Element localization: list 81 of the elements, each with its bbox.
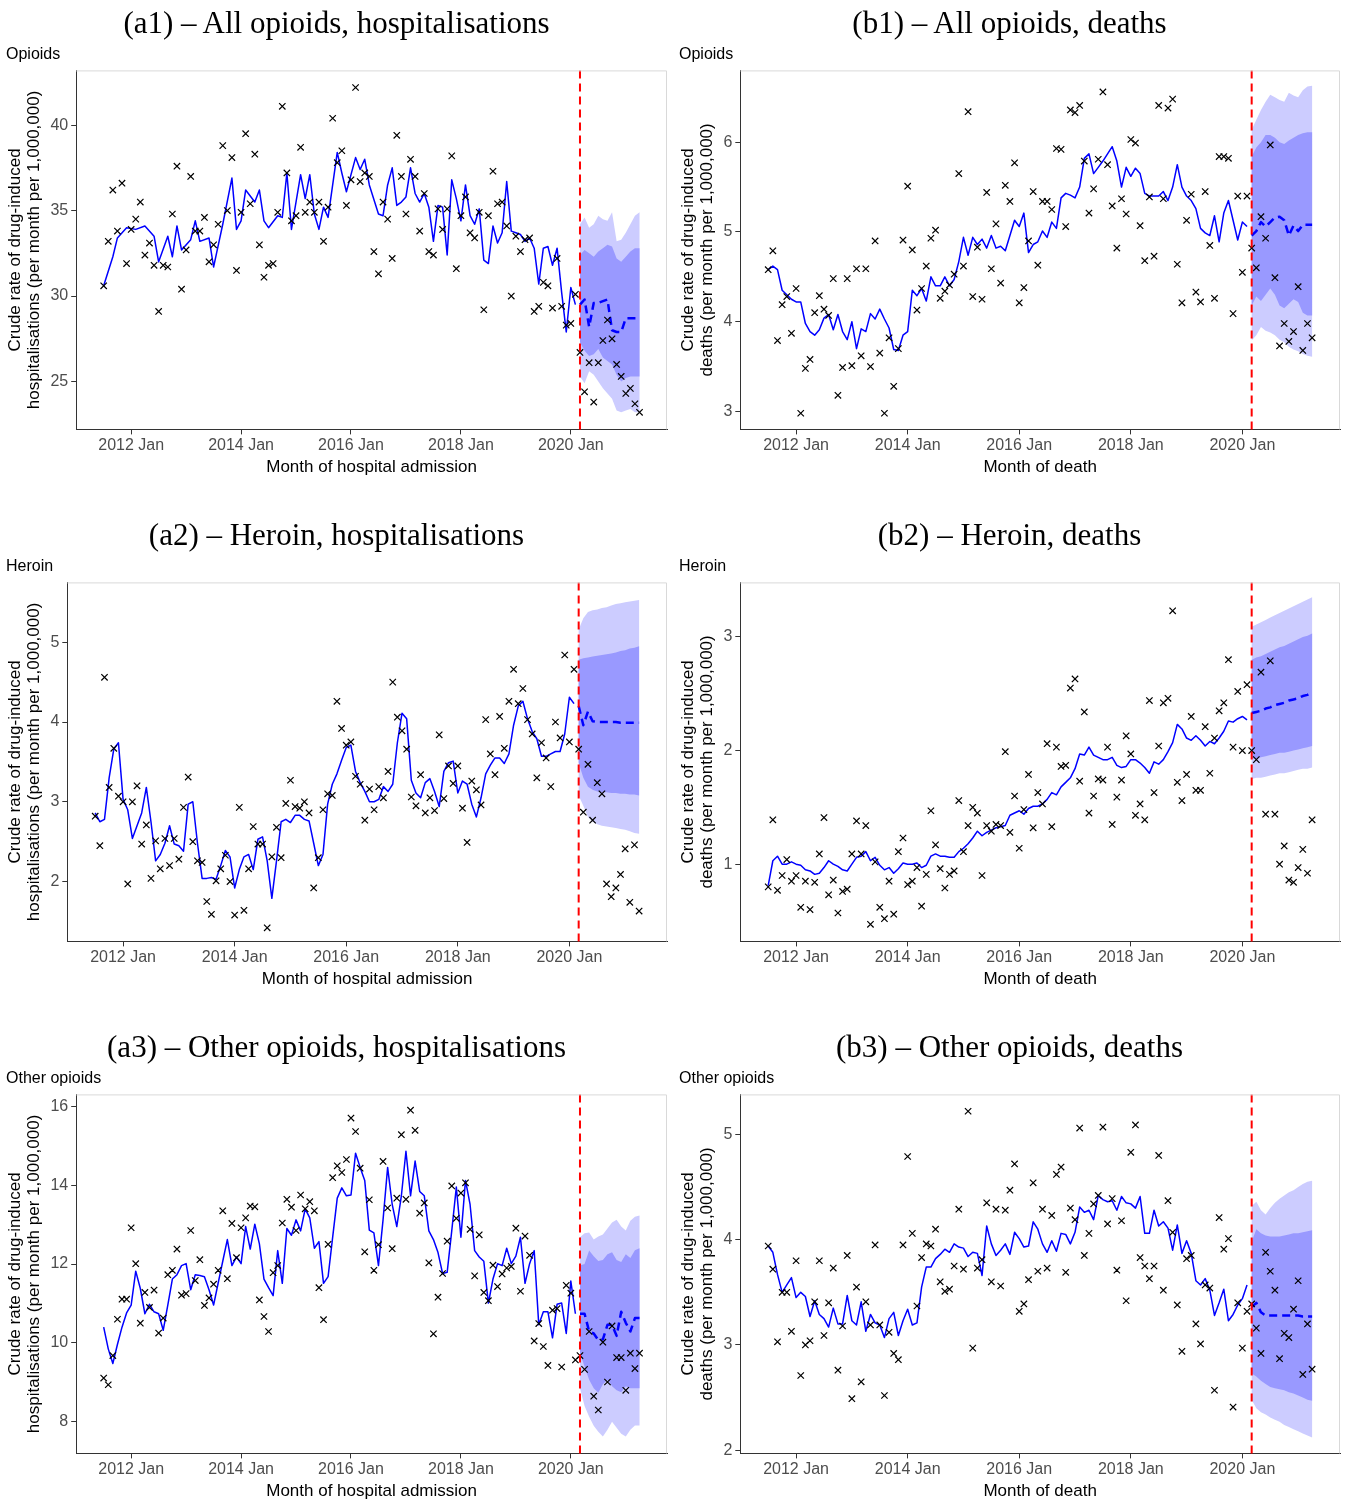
- x-tick-label: 2014 Jan: [208, 1460, 274, 1478]
- x-tick-label: 2014 Jan: [874, 436, 941, 454]
- y-tick-label: 25: [50, 371, 69, 389]
- x-tick-label: 2020 Jan: [536, 948, 603, 966]
- x-tick-label: 2018 Jan: [1097, 1460, 1164, 1478]
- y-axis-title: Crude rate of drug-induced hospitalisations (per month per 1,000,000): [5, 1114, 43, 1434]
- y-tick-label: 14: [50, 1175, 69, 1193]
- x-tick-label: 2020 Jan: [537, 1460, 604, 1478]
- x-tick-label: 2020 Jan: [1209, 1460, 1276, 1478]
- chart-title: (b1) – All opioids, deaths: [852, 4, 1167, 40]
- x-tick-label: 2014 Jan: [874, 1460, 941, 1478]
- chart-subtitle: Opioids: [6, 45, 61, 63]
- x-tick-label: 2018 Jan: [427, 436, 494, 454]
- x-tick-label: 2016 Jan: [318, 1460, 384, 1478]
- y-tick-label: 5: [723, 1124, 733, 1142]
- x-tick-label: 2020 Jan: [1209, 436, 1276, 454]
- x-tick-label: 2016 Jan: [313, 948, 380, 966]
- y-tick-label: 12: [50, 1254, 69, 1272]
- x-tick-label: 2018 Jan: [427, 1460, 494, 1478]
- x-axis-title: Month of death: [983, 457, 1097, 477]
- x-tick-label: 2018 Jan: [424, 948, 491, 966]
- chart-subtitle: Heroin: [679, 557, 727, 575]
- y-tick-label: 2: [723, 740, 733, 758]
- x-axis-title: Month of hospital admission: [266, 1481, 477, 1501]
- x-tick-label: 2020 Jan: [1209, 948, 1276, 966]
- y-tick-label: 3: [723, 627, 733, 645]
- y-tick-label: 30: [50, 286, 69, 304]
- x-tick-label: 2012 Jan: [763, 1460, 830, 1478]
- line-series: [1250, 215, 1314, 237]
- y-tick-label: 4: [723, 1230, 733, 1248]
- y-axis-title: Crude rate of drug-induced hospitalisations (per month per 1,000,000): [5, 602, 43, 922]
- y-tick-label: 6: [723, 132, 733, 150]
- x-tick-label: 2018 Jan: [1097, 436, 1164, 454]
- x-tick-label: 2012 Jan: [90, 948, 157, 966]
- y-tick-label: 10: [50, 1333, 69, 1351]
- x-axis-title: Month of death: [983, 969, 1097, 989]
- x-tick-label: 2020 Jan: [537, 436, 604, 454]
- y-tick-label: 3: [50, 792, 60, 810]
- y-tick-label: 40: [50, 115, 69, 133]
- chart-subtitle: Other opioids: [679, 1069, 775, 1087]
- y-tick-label: 1: [723, 854, 733, 872]
- y-tick-label: 2: [723, 1440, 733, 1458]
- y-tick-label: 35: [50, 200, 69, 218]
- x-tick-label: 2012 Jan: [98, 436, 165, 454]
- chart-title: (a1) – All opioids, hospitalisations: [123, 4, 550, 40]
- x-tick-label: 2016 Jan: [986, 948, 1053, 966]
- y-tick-label: 8: [59, 1412, 69, 1430]
- x-tick-label: 2012 Jan: [98, 1460, 165, 1478]
- y-tick-label: 4: [50, 712, 60, 730]
- y-tick-label: 4: [723, 312, 733, 330]
- y-tick-label: 5: [50, 632, 60, 650]
- line-series: [578, 1310, 641, 1342]
- x-axis-title: Month of hospital admission: [266, 457, 477, 477]
- x-tick-label: 2016 Jan: [986, 1460, 1053, 1478]
- chart-title: (b3) – Other opioids, deaths: [836, 1028, 1183, 1064]
- x-tick-label: 2014 Jan: [201, 948, 268, 966]
- x-tick-label: 2018 Jan: [1097, 948, 1164, 966]
- y-axis-title: Crude rate of drug-induced deaths (per month per 1,000,000): [678, 635, 716, 889]
- y-tick-label: 16: [50, 1096, 69, 1114]
- chart-subtitle: Opioids: [679, 45, 734, 63]
- x-tick-label: 2012 Jan: [763, 436, 830, 454]
- x-tick-label: 2012 Jan: [763, 948, 830, 966]
- y-tick-label: 3: [723, 1335, 733, 1353]
- y-axis-title: Crude rate of drug-induced deaths (per month per 1,000,000): [678, 123, 716, 377]
- y-axis-title: Crude rate of drug-induced hospitalisations (per month per 1,000,000): [5, 90, 43, 410]
- chart-title: (a2) – Heroin, hospitalisations: [148, 516, 525, 552]
- x-axis-title: Month of death: [983, 1481, 1097, 1501]
- y-tick-label: 3: [723, 401, 733, 419]
- y-tick-label: 5: [723, 222, 733, 240]
- chart-title: (b2) – Heroin, deaths: [877, 516, 1142, 552]
- x-tick-label: 2016 Jan: [986, 436, 1053, 454]
- y-tick-label: 2: [50, 871, 60, 889]
- chart-title: (a3) – Other opioids, hospitalisations: [107, 1028, 566, 1064]
- x-axis-title: Month of hospital admission: [261, 969, 473, 989]
- x-tick-label: 2016 Jan: [318, 436, 384, 454]
- x-tick-label: 2014 Jan: [874, 948, 941, 966]
- y-axis-title: Crude rate of drug-induced deaths (per month per 1,000,000): [678, 1147, 716, 1401]
- chart-subtitle: Other opioids: [6, 1069, 102, 1087]
- line-series: [1250, 1301, 1314, 1318]
- chart-subtitle: Heroin: [6, 557, 54, 575]
- x-tick-label: 2014 Jan: [208, 436, 274, 454]
